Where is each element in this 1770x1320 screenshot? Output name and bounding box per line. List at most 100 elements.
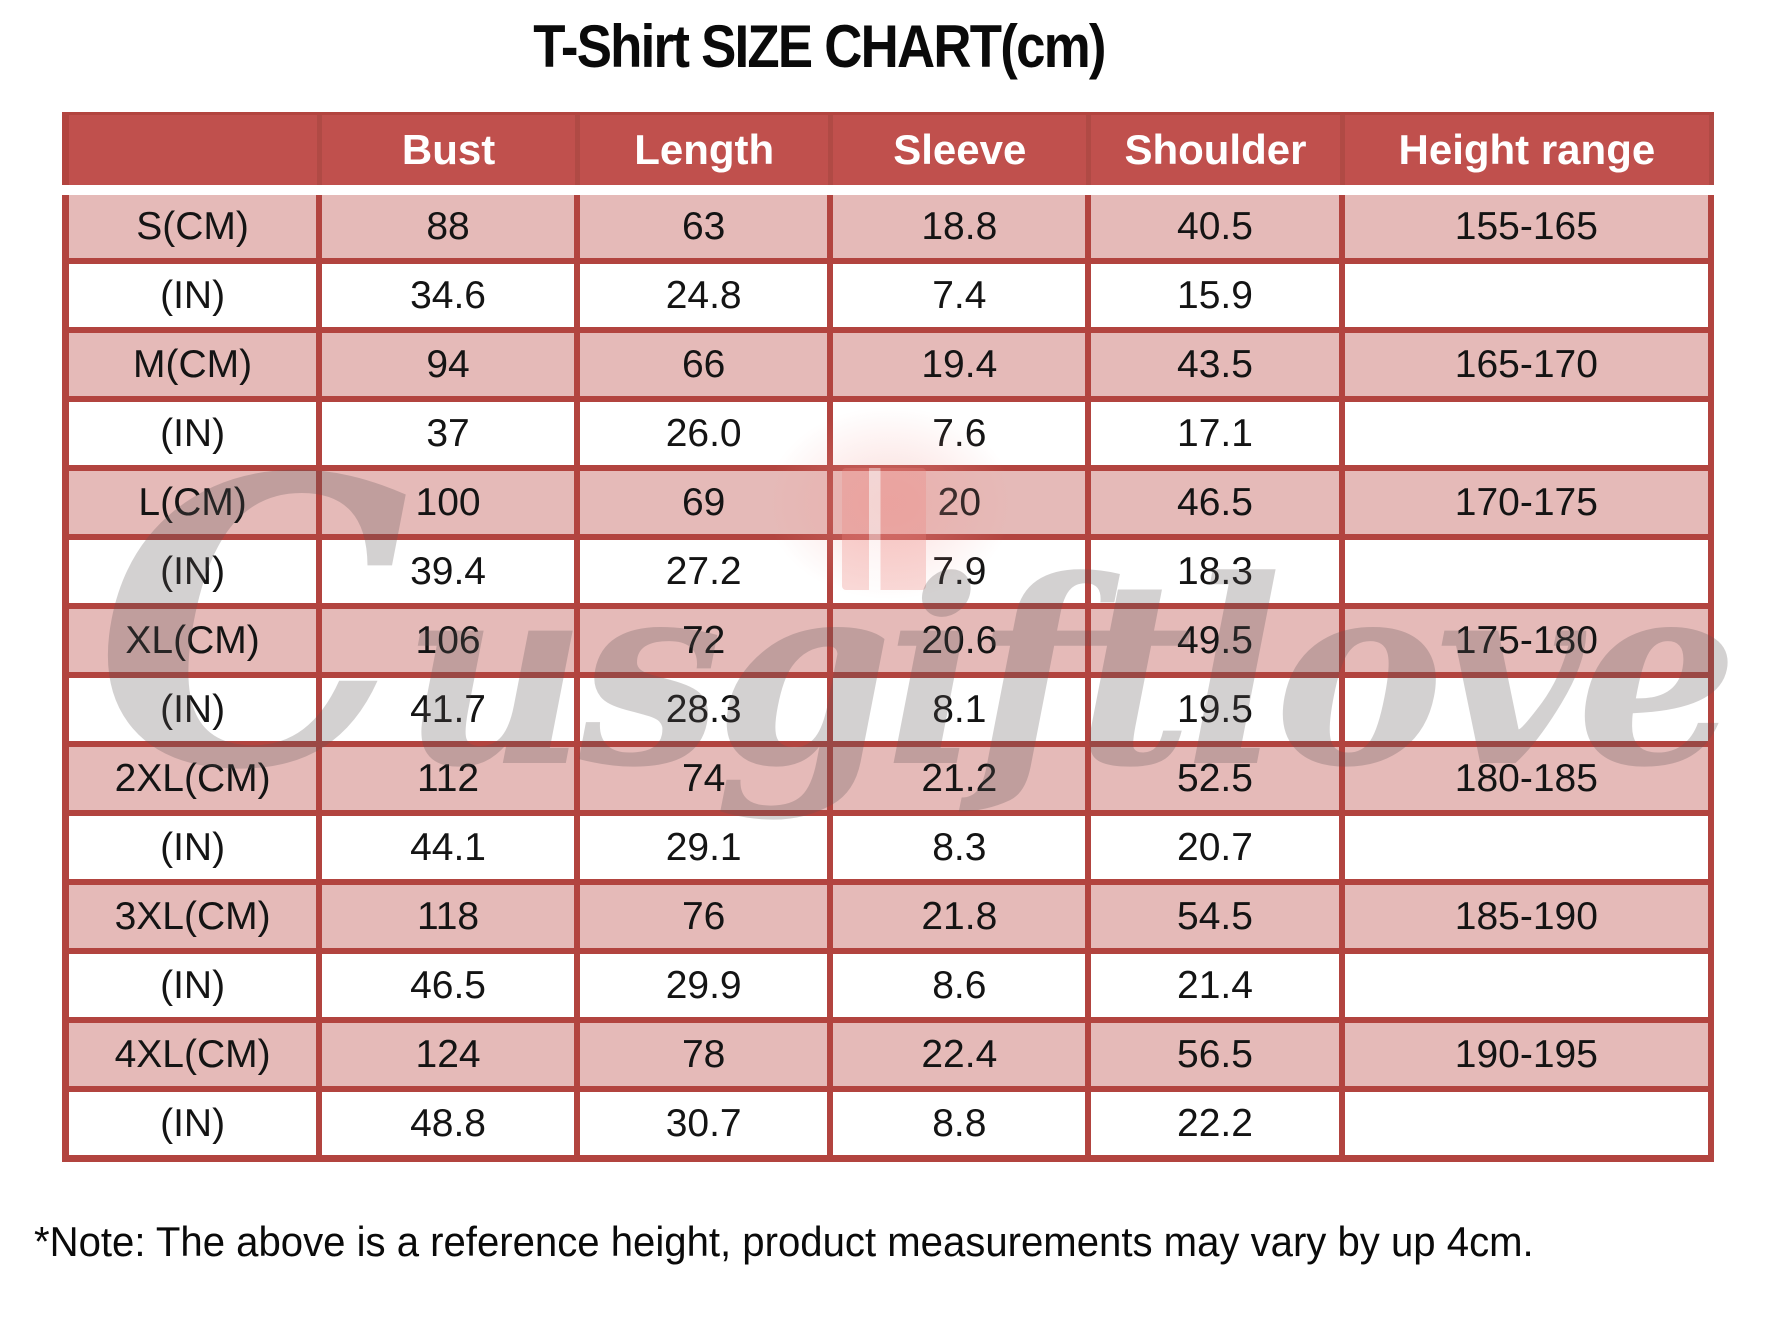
value-cell: 26.0: [579, 402, 834, 465]
row-label-cell: (IN): [62, 264, 323, 327]
header-cell-length: Length: [579, 115, 834, 185]
value-cell: 46.5: [322, 954, 580, 1017]
value-cell: 76: [579, 885, 834, 948]
value-cell: 22.4: [833, 1023, 1092, 1086]
table-row: S(CM) 88 63 18.8 40.5 155-165: [62, 195, 1714, 264]
value-cell: 112: [322, 747, 580, 810]
value-cell: 118: [322, 885, 580, 948]
value-cell: [1344, 678, 1714, 741]
row-label-cell: L(CM): [62, 471, 323, 534]
value-cell: 56.5: [1091, 1023, 1345, 1086]
value-cell: 7.6: [833, 402, 1092, 465]
value-cell: 46.5: [1091, 471, 1345, 534]
size-table: Bust Length Sleeve Shoulder Height range…: [62, 112, 1714, 1162]
value-cell: 7.4: [833, 264, 1092, 327]
row-label-cell: S(CM): [62, 195, 323, 258]
value-cell: 18.3: [1091, 540, 1345, 603]
value-cell: 20.6: [833, 609, 1092, 672]
value-cell: 155-165: [1344, 195, 1714, 258]
value-cell: 28.3: [579, 678, 834, 741]
header-cell-size: [62, 115, 323, 185]
value-cell: 94: [322, 333, 580, 396]
value-cell: 180-185: [1344, 747, 1714, 810]
value-cell: 78: [579, 1023, 834, 1086]
header-cell-height-range: Height range: [1344, 115, 1714, 185]
value-cell: 18.8: [833, 195, 1092, 258]
value-cell: 72: [579, 609, 834, 672]
value-cell: 21.8: [833, 885, 1092, 948]
value-cell: 185-190: [1344, 885, 1714, 948]
value-cell: 34.6: [322, 264, 580, 327]
row-label-cell: 3XL(CM): [62, 885, 323, 948]
table-row: 2XL(CM) 112 74 21.2 52.5 180-185: [62, 747, 1714, 816]
value-cell: 22.2: [1091, 1092, 1345, 1155]
value-cell: 8.3: [833, 816, 1092, 879]
table-row: L(CM) 100 69 20 46.5 170-175: [62, 471, 1714, 540]
value-cell: 29.9: [579, 954, 834, 1017]
value-cell: 175-180: [1344, 609, 1714, 672]
table-row: (IN) 39.4 27.2 7.9 18.3: [62, 540, 1714, 609]
value-cell: 8.1: [833, 678, 1092, 741]
value-cell: 15.9: [1091, 264, 1345, 327]
value-cell: [1344, 1092, 1714, 1155]
row-label-cell: (IN): [62, 540, 323, 603]
value-cell: 124: [322, 1023, 580, 1086]
value-cell: 100: [322, 471, 580, 534]
value-cell: 21.4: [1091, 954, 1345, 1017]
value-cell: 20: [833, 471, 1092, 534]
row-label-cell: (IN): [62, 402, 323, 465]
row-label-cell: 4XL(CM): [62, 1023, 323, 1086]
value-cell: 21.2: [833, 747, 1092, 810]
value-cell: 19.5: [1091, 678, 1345, 741]
table-row: (IN) 44.1 29.1 8.3 20.7: [62, 816, 1714, 885]
value-cell: 20.7: [1091, 816, 1345, 879]
row-label-cell: (IN): [62, 816, 323, 879]
row-label-cell: (IN): [62, 954, 323, 1017]
row-label-cell: (IN): [62, 678, 323, 741]
header-body-separator: [62, 185, 1714, 195]
value-cell: 30.7: [579, 1092, 834, 1155]
value-cell: 19.4: [833, 333, 1092, 396]
value-cell: [1344, 540, 1714, 603]
value-cell: 8.6: [833, 954, 1092, 1017]
table-row: 3XL(CM) 118 76 21.8 54.5 185-190: [62, 885, 1714, 954]
value-cell: 66: [579, 333, 834, 396]
table-row: M(CM) 94 66 19.4 43.5 165-170: [62, 333, 1714, 402]
value-cell: [1344, 402, 1714, 465]
value-cell: 27.2: [579, 540, 834, 603]
row-label-cell: 2XL(CM): [62, 747, 323, 810]
table-row: (IN) 41.7 28.3 8.1 19.5: [62, 678, 1714, 747]
value-cell: 170-175: [1344, 471, 1714, 534]
footnote: *Note: The above is a reference height, …: [34, 1218, 1534, 1265]
value-cell: 40.5: [1091, 195, 1345, 258]
value-cell: 44.1: [322, 816, 580, 879]
table-header-row: Bust Length Sleeve Shoulder Height range: [62, 112, 1714, 185]
table-row: (IN) 37 26.0 7.6 17.1: [62, 402, 1714, 471]
value-cell: 49.5: [1091, 609, 1345, 672]
table-row: (IN) 46.5 29.9 8.6 21.4: [62, 954, 1714, 1023]
value-cell: 165-170: [1344, 333, 1714, 396]
row-label-cell: (IN): [62, 1092, 323, 1155]
value-cell: 52.5: [1091, 747, 1345, 810]
value-cell: [1344, 954, 1714, 1017]
page-title: T-Shirt SIZE CHART(cm): [533, 13, 1106, 80]
value-cell: 37: [322, 402, 580, 465]
value-cell: 74: [579, 747, 834, 810]
value-cell: 24.8: [579, 264, 834, 327]
table-row: 4XL(CM) 124 78 22.4 56.5 190-195: [62, 1023, 1714, 1092]
row-label-cell: XL(CM): [62, 609, 323, 672]
table-row: XL(CM) 106 72 20.6 49.5 175-180: [62, 609, 1714, 678]
table-row: (IN) 34.6 24.8 7.4 15.9: [62, 264, 1714, 333]
value-cell: 17.1: [1091, 402, 1345, 465]
value-cell: 43.5: [1091, 333, 1345, 396]
value-cell: 39.4: [322, 540, 580, 603]
value-cell: 41.7: [322, 678, 580, 741]
value-cell: 7.9: [833, 540, 1092, 603]
value-cell: [1344, 264, 1714, 327]
value-cell: 54.5: [1091, 885, 1345, 948]
value-cell: 190-195: [1344, 1023, 1714, 1086]
header-cell-sleeve: Sleeve: [833, 115, 1092, 185]
header-cell-shoulder: Shoulder: [1091, 115, 1345, 185]
value-cell: 106: [322, 609, 580, 672]
value-cell: 63: [579, 195, 834, 258]
